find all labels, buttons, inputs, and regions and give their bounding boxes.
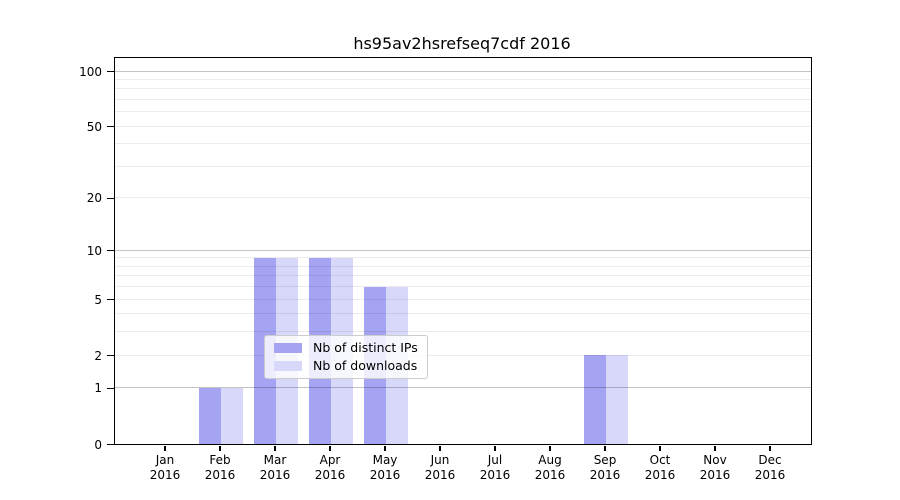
y-axis-tick <box>107 354 114 357</box>
bar-distinct-ips-feb <box>199 387 221 444</box>
x-axis-tick-label: Jun 2016 <box>424 453 456 482</box>
legend-label-distinct-ips: Nb of distinct IPs <box>313 340 418 355</box>
x-axis-tick <box>384 446 386 451</box>
y-axis-tick-label: 1 <box>94 381 102 396</box>
x-axis-tick-label: Aug 2016 <box>534 453 566 482</box>
bar-downloads-sep <box>606 355 628 444</box>
x-axis-tick <box>604 446 606 451</box>
y-axis-tick-label: 5 <box>94 292 102 307</box>
legend-label-downloads: Nb of downloads <box>313 358 418 373</box>
x-axis-tick <box>219 446 221 451</box>
y-axis-tick-label: 20 <box>86 191 102 206</box>
x-axis-tick <box>659 446 661 451</box>
x-axis-tick-label: Oct 2016 <box>644 453 676 482</box>
y-axis-tick <box>107 387 114 390</box>
x-axis-tick <box>329 446 331 451</box>
x-axis-tick-label: Jan 2016 <box>149 453 181 482</box>
y-axis-tick-label: 50 <box>86 119 102 134</box>
legend: Nb of distinct IPs Nb of downloads <box>264 335 428 379</box>
x-axis-tick-label: Feb 2016 <box>204 453 236 482</box>
x-axis-tick-label: Apr 2016 <box>314 453 346 482</box>
x-axis-tick-label: Sep 2016 <box>589 453 621 482</box>
y-axis-tick <box>107 298 114 301</box>
y-axis-tick-label: 10 <box>86 243 102 258</box>
y-axis-tick-label: 100 <box>79 64 102 79</box>
x-axis-tick-label: May 2016 <box>369 453 401 482</box>
legend-swatch-distinct-ips <box>274 343 302 353</box>
legend-swatch-downloads <box>274 361 302 371</box>
y-axis-tick-label: 0 <box>94 437 102 452</box>
x-axis-tick <box>164 446 166 451</box>
y-axis-tick <box>107 443 114 446</box>
x-axis-tick-label: Dec 2016 <box>754 453 786 482</box>
x-axis-tick <box>274 446 276 451</box>
x-axis-tick <box>769 446 771 451</box>
y-axis-tick <box>107 125 114 128</box>
y-axis-tick <box>107 197 114 200</box>
x-axis-tick-label: Mar 2016 <box>259 453 291 482</box>
x-axis-tick-label: Jul 2016 <box>479 453 511 482</box>
legend-item-downloads: Nb of downloads <box>274 359 418 373</box>
bars-layer <box>115 58 811 444</box>
x-axis-tick <box>549 446 551 451</box>
x-axis-tick <box>714 446 716 451</box>
y-axis-tick <box>107 249 114 252</box>
chart-title: hs95av2hsrefseq7cdf 2016 <box>353 34 571 53</box>
x-axis-tick <box>439 446 441 451</box>
y-axis-tick <box>107 70 114 73</box>
legend-item-distinct-ips: Nb of distinct IPs <box>274 341 418 355</box>
bar-distinct-ips-sep <box>584 355 606 444</box>
x-axis-tick <box>494 446 496 451</box>
y-axis-tick-label: 2 <box>94 348 102 363</box>
plot-area <box>114 57 812 445</box>
bar-downloads-feb <box>221 387 243 444</box>
x-axis-tick-label: Nov 2016 <box>699 453 731 482</box>
